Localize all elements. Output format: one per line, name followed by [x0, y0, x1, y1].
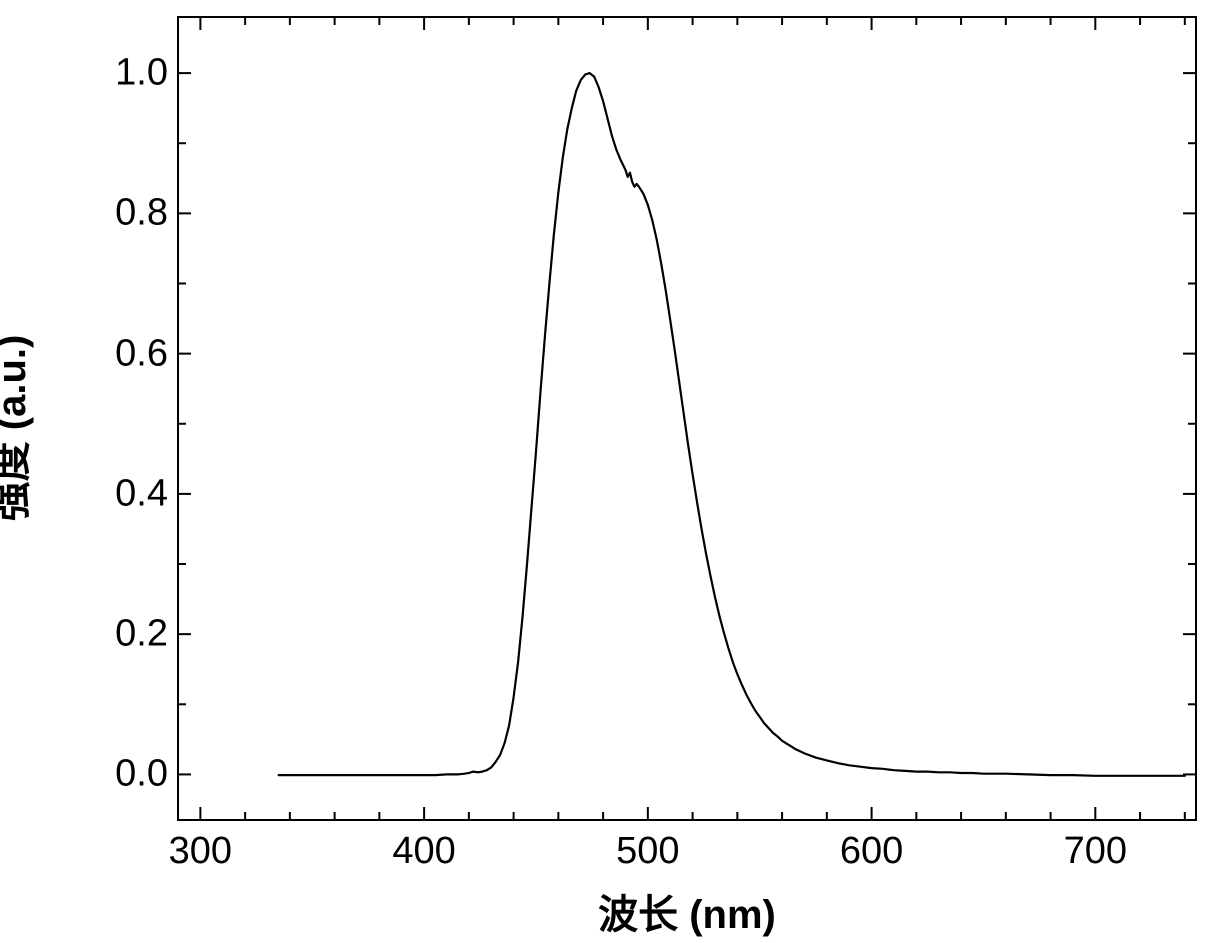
x-tick-label: 500: [616, 830, 679, 873]
chart-svg: [0, 0, 1229, 943]
y-tick-label: 1.0: [103, 52, 168, 95]
y-axis-label: 强度 (a.u.): [0, 318, 37, 538]
y-tick-label: 0.4: [103, 472, 168, 515]
y-tick-label: 0.2: [103, 613, 168, 656]
y-tick-label: 0.6: [103, 332, 168, 375]
y-tick-label: 0.8: [103, 192, 168, 235]
x-axis-label: 波长 (nm): [598, 882, 776, 940]
x-tick-label: 400: [392, 830, 455, 873]
x-tick-label: 300: [169, 830, 232, 873]
x-tick-label: 600: [840, 830, 903, 873]
y-tick-label: 0.0: [103, 753, 168, 796]
spectrum-line-chart: 强度 (a.u.) 波长 (nm) 300 400 500 600 700 0.0 0.2 0…: [0, 0, 1229, 943]
x-tick-label: 700: [1064, 830, 1127, 873]
